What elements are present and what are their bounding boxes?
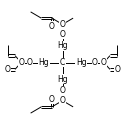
Text: O: O: [60, 96, 66, 105]
Text: Hg: Hg: [76, 58, 86, 67]
Text: O: O: [5, 65, 11, 74]
Text: O: O: [60, 30, 66, 39]
Text: Hg: Hg: [38, 58, 49, 67]
Text: O: O: [49, 22, 55, 31]
Text: O: O: [101, 58, 107, 67]
Text: O: O: [92, 58, 98, 67]
Text: O: O: [49, 95, 55, 104]
Text: O: O: [27, 58, 33, 67]
Text: O: O: [18, 58, 24, 67]
Text: O: O: [60, 20, 66, 29]
Text: Hg: Hg: [57, 41, 68, 50]
Text: O: O: [114, 65, 120, 74]
Text: C: C: [60, 58, 65, 67]
Text: Hg: Hg: [57, 75, 68, 84]
Text: O: O: [60, 86, 66, 95]
